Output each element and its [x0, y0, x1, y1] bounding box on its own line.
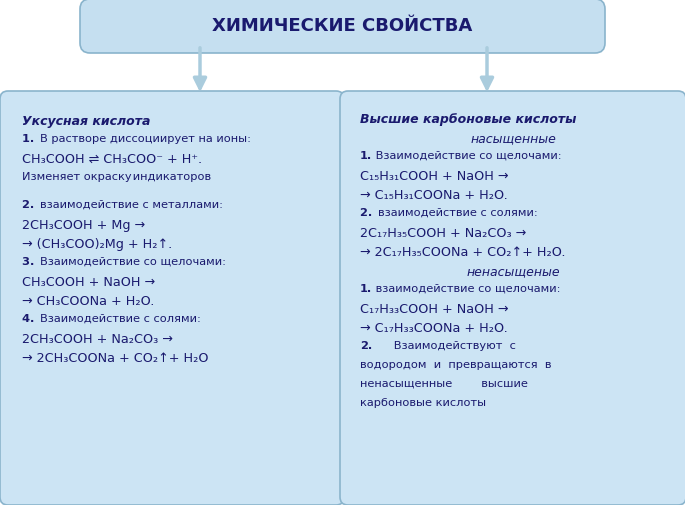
Text: CH₃COOH + NaOH →: CH₃COOH + NaOH → — [22, 276, 155, 288]
Text: 2.: 2. — [22, 199, 38, 210]
Text: CH₃COOH ⇌ CH₃COO⁻ + H⁺.: CH₃COOH ⇌ CH₃COO⁻ + H⁺. — [22, 153, 202, 166]
Text: Взаимодействие с солями:: Взаимодействие с солями: — [40, 314, 201, 324]
Text: Взаимодействие со щелочами:: Взаимодействие со щелочами: — [40, 257, 226, 267]
Text: водородом  и  превращаются  в: водородом и превращаются в — [360, 360, 551, 370]
Text: Уксусная кислота: Уксусная кислота — [22, 115, 151, 128]
Text: ненасыщенные        высшие: ненасыщенные высшие — [360, 379, 528, 389]
Text: 2CH₃COOH + Na₂CO₃ →: 2CH₃COOH + Na₂CO₃ → — [22, 333, 173, 345]
Text: C₁₅H₃₁COOH + NaOH →: C₁₅H₃₁COOH + NaOH → — [360, 170, 508, 183]
Text: → C₁₅H₃₁COONa + H₂O.: → C₁₅H₃₁COONa + H₂O. — [360, 189, 508, 202]
Text: 1.: 1. — [360, 151, 372, 161]
Text: 1.: 1. — [22, 134, 38, 144]
Text: → C₁₇H₃₃COONa + H₂O.: → C₁₇H₃₃COONa + H₂O. — [360, 322, 508, 335]
Text: насыщенные: насыщенные — [470, 132, 556, 145]
Text: Взаимодействие со щелочами:: Взаимодействие со щелочами: — [372, 151, 562, 161]
Text: 4.: 4. — [22, 314, 38, 324]
FancyBboxPatch shape — [80, 0, 605, 53]
Text: В растворе диссоциирует на ионы:: В растворе диссоциирует на ионы: — [40, 134, 251, 144]
Text: 1.: 1. — [360, 284, 372, 294]
Text: взаимодействие с металлами:: взаимодействие с металлами: — [40, 199, 223, 210]
Text: Взаимодействуют  с: Взаимодействуют с — [372, 341, 516, 351]
FancyBboxPatch shape — [340, 91, 685, 505]
Text: → (CH₃COO)₂Mg + H₂↑.: → (CH₃COO)₂Mg + H₂↑. — [22, 237, 172, 250]
Text: Изменяет окраску индикаторов: Изменяет окраску индикаторов — [22, 172, 211, 182]
Text: 3.: 3. — [22, 257, 38, 267]
FancyBboxPatch shape — [0, 91, 344, 505]
Text: Высшие карбоновые кислоты: Высшие карбоновые кислоты — [360, 113, 576, 126]
Text: → 2C₁₇H₃₅COONa + CO₂↑+ H₂O.: → 2C₁₇H₃₅COONa + CO₂↑+ H₂O. — [360, 246, 566, 259]
Text: взаимодействие со щелочами:: взаимодействие со щелочами: — [372, 284, 561, 294]
Text: 2.: 2. — [360, 208, 376, 218]
Text: ХИМИЧЕСКИЕ СВОЙСТВА: ХИМИЧЕСКИЕ СВОЙСТВА — [212, 17, 473, 35]
Text: ненасыщеные: ненасыщеные — [466, 265, 560, 278]
Text: 2.: 2. — [360, 341, 372, 351]
Text: 2CH₃COOH + Mg →: 2CH₃COOH + Mg → — [22, 219, 145, 232]
Text: C₁₇H₃₃COOH + NaOH →: C₁₇H₃₃COOH + NaOH → — [360, 303, 508, 316]
Text: → 2CH₃COONa + CO₂↑+ H₂O: → 2CH₃COONa + CO₂↑+ H₂O — [22, 351, 208, 365]
Text: 2C₁₇H₃₅COOH + Na₂CO₃ →: 2C₁₇H₃₅COOH + Na₂CO₃ → — [360, 227, 526, 240]
Text: взаимодействие с солями:: взаимодействие с солями: — [378, 208, 538, 218]
Text: → CH₃COONa + H₂O.: → CH₃COONa + H₂O. — [22, 294, 154, 308]
Text: карбоновые кислоты: карбоновые кислоты — [360, 398, 486, 408]
